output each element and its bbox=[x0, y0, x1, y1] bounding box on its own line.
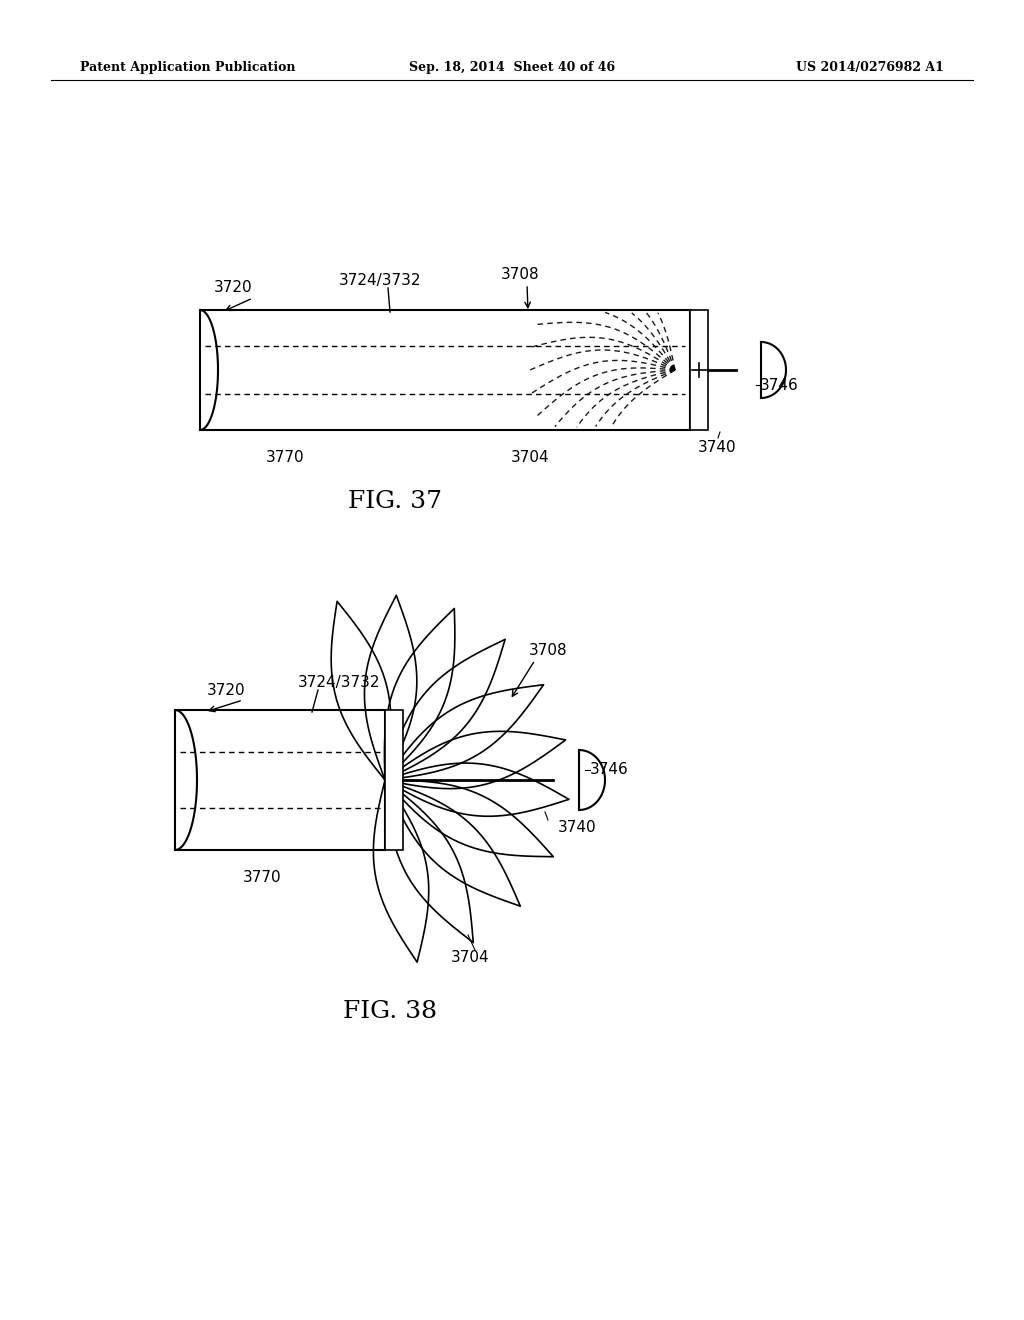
Text: 3720: 3720 bbox=[213, 280, 252, 294]
Bar bbox=[175, 710, 385, 850]
Bar bbox=[385, 710, 403, 850]
Text: 3724/3732: 3724/3732 bbox=[298, 675, 381, 690]
Text: FIG. 38: FIG. 38 bbox=[343, 1001, 437, 1023]
Text: 3704: 3704 bbox=[511, 450, 549, 465]
Bar bbox=[690, 310, 708, 430]
Text: Sep. 18, 2014  Sheet 40 of 46: Sep. 18, 2014 Sheet 40 of 46 bbox=[409, 62, 615, 74]
Text: 3708: 3708 bbox=[528, 643, 567, 657]
Text: US 2014/0276982 A1: US 2014/0276982 A1 bbox=[796, 62, 944, 74]
Text: 3724/3732: 3724/3732 bbox=[339, 273, 421, 288]
Text: 3770: 3770 bbox=[265, 450, 304, 465]
Text: 3740: 3740 bbox=[698, 440, 736, 455]
Text: Patent Application Publication: Patent Application Publication bbox=[80, 62, 296, 74]
Text: 3746: 3746 bbox=[590, 763, 629, 777]
Text: 3708: 3708 bbox=[501, 267, 540, 282]
Text: 3770: 3770 bbox=[243, 870, 282, 884]
Bar bbox=[200, 310, 690, 430]
Text: 3704: 3704 bbox=[451, 950, 489, 965]
Text: 3720: 3720 bbox=[207, 682, 245, 698]
Text: 3746: 3746 bbox=[760, 378, 799, 392]
Text: 3740: 3740 bbox=[558, 820, 597, 836]
Text: FIG. 37: FIG. 37 bbox=[348, 490, 442, 513]
